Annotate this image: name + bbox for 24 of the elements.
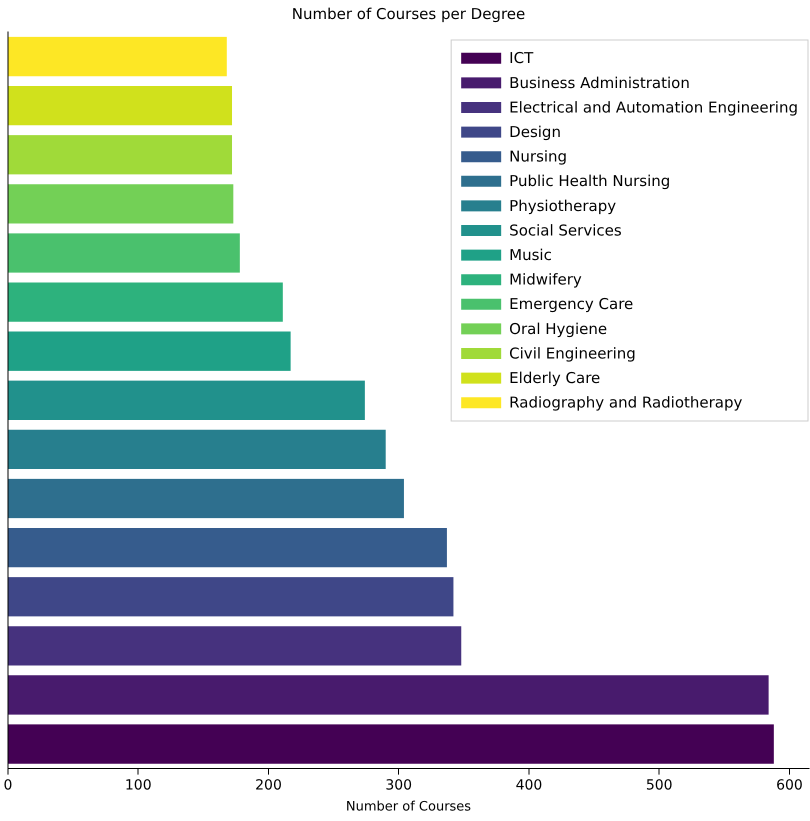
x-tick-label: 300 <box>385 778 412 794</box>
legend-label: Emergency Care <box>509 295 634 314</box>
legend-label: Music <box>509 246 552 264</box>
x-tick-label: 100 <box>124 778 152 794</box>
x-tick-label: 600 <box>776 778 803 794</box>
x-tick-label: 0 <box>4 778 12 794</box>
legend-label: Business Administration <box>509 74 690 92</box>
legend-label: Electrical and Automation Engineering <box>509 98 798 116</box>
legend-label: Nursing <box>509 148 568 166</box>
legend-label: Social Services <box>509 221 622 240</box>
x-tick-label: 200 <box>255 778 282 794</box>
x-tick-label: 400 <box>516 778 542 794</box>
chart-title: Number of Courses per Degree <box>292 4 526 23</box>
legend-label: Design <box>509 122 561 141</box>
legend-label: Radiography and Radiotherapy <box>509 394 743 412</box>
legend-label: Midwifery <box>509 270 582 289</box>
legend-label: Civil Engineering <box>509 344 636 362</box>
legend-label: Oral Hygiene <box>509 320 608 338</box>
legend-label: ICT <box>509 49 534 68</box>
legend-label: Public Health Nursing <box>509 172 670 190</box>
legend-label: Physiotherapy <box>509 196 616 215</box>
x-axis-title: Number of Courses <box>346 800 472 815</box>
legend-label: Elderly Care <box>509 368 600 387</box>
x-tick-label: 500 <box>646 778 673 794</box>
